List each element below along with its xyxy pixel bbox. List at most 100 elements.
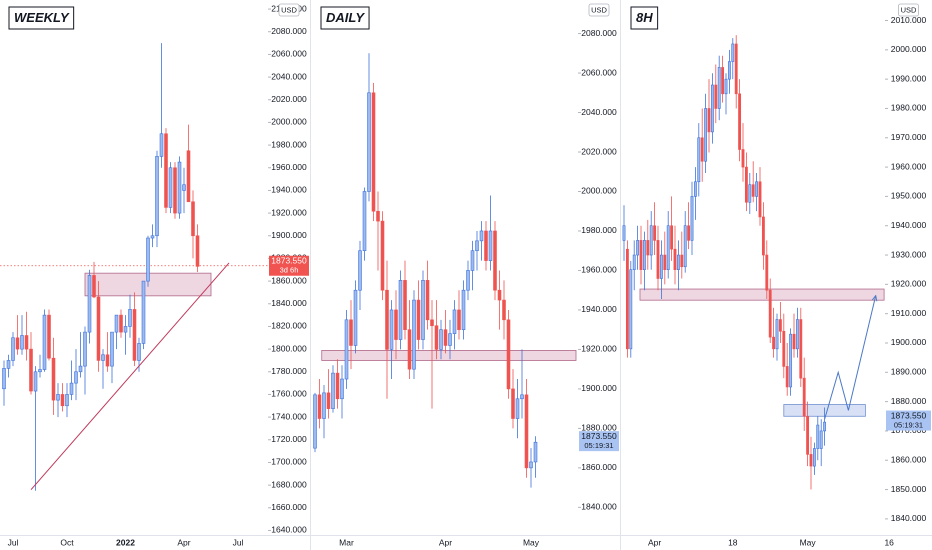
candle-body [683, 225, 687, 268]
candle-body [92, 275, 96, 298]
candle-body [56, 394, 60, 401]
candle-body [714, 84, 718, 109]
plot [313, 53, 577, 488]
last-price-badge [886, 410, 931, 431]
candle-body [461, 289, 466, 330]
y-tick-label: 1880.000 [581, 423, 617, 433]
candle-body [74, 371, 78, 384]
candle-body [717, 67, 721, 109]
candle-body [475, 240, 479, 252]
candle-body [700, 137, 704, 162]
candle-body [132, 309, 137, 361]
candle-body [78, 365, 83, 373]
candle-body [785, 366, 789, 388]
candle-body [819, 430, 823, 449]
y-tick-label: 1900.000 [891, 337, 927, 347]
y-tick-label: 1860.000 [891, 454, 927, 464]
candle-body [636, 240, 640, 256]
y-tick-label: 1840.000 [581, 502, 617, 512]
candle-body [529, 461, 533, 469]
candle-body [799, 319, 803, 379]
candle-body [128, 309, 132, 327]
plot [0, 43, 268, 491]
candle-body [457, 309, 461, 330]
candle-body [734, 43, 738, 95]
y-tick-label: 1940.000 [891, 220, 927, 230]
y-tick-label: 1940.000 [581, 304, 617, 314]
candle-body [690, 196, 694, 241]
countdown-label: 3d 6h [280, 266, 299, 275]
last-price-label: 1873.550 [891, 410, 927, 420]
candle-body [670, 225, 674, 250]
candle-body [649, 225, 653, 256]
x-tick-label: May [523, 537, 540, 547]
candle-body [653, 225, 657, 241]
candle-body [731, 43, 735, 62]
last-price-label: 1873.550 [581, 431, 617, 441]
y-tick-label: 1890.000 [891, 367, 927, 377]
candle-body [38, 369, 42, 373]
title-badge [630, 6, 659, 30]
y-tick-label: 2000.000 [271, 117, 307, 127]
candle-body [758, 181, 762, 218]
candle-body [326, 392, 331, 409]
candle-body [47, 314, 51, 359]
x-tick-label: Oct [60, 537, 74, 547]
candle-body [659, 254, 663, 279]
candle-body [802, 377, 806, 417]
candle-body [656, 240, 660, 279]
candle-body [42, 314, 47, 370]
candle-body [479, 230, 484, 242]
currency-badge [588, 3, 610, 17]
candle-body [448, 333, 452, 346]
y-tick-label: 1880.000 [891, 396, 927, 406]
candle-body [376, 210, 380, 222]
plot [622, 35, 885, 490]
candle-body [29, 348, 33, 392]
y-tick-label: 1950.000 [891, 191, 927, 201]
candle-body [806, 415, 810, 455]
last-price-label: 1873.550 [271, 255, 307, 265]
candle-body [497, 289, 502, 301]
candle-body [380, 220, 385, 291]
candle-body [110, 331, 114, 367]
candle-body [335, 372, 340, 400]
candle-body [816, 424, 820, 449]
candle-body [704, 108, 708, 162]
x-tick-label: 16 [884, 537, 894, 547]
y-tick-label: 2040.000 [581, 107, 617, 117]
candle-body [322, 392, 326, 419]
candle-body [748, 184, 752, 203]
y-tick-label: 2040.000 [271, 71, 307, 81]
candle-body [123, 326, 128, 333]
candle-body [778, 319, 782, 332]
countdown-label: 05:19:31 [894, 421, 923, 430]
zone [321, 350, 577, 361]
candle-body [398, 280, 403, 340]
candle-body [452, 309, 457, 334]
y-tick-label: 1780.000 [271, 366, 307, 376]
candle-body [358, 250, 362, 291]
candle-body [765, 254, 769, 291]
candle-body [146, 237, 150, 282]
candle-body [114, 314, 119, 333]
candle-body [809, 454, 813, 467]
y-tick-label: 1910.000 [891, 308, 927, 318]
y-tick-label: 2020.000 [581, 146, 617, 156]
candle-body [812, 448, 816, 467]
candle-body [2, 368, 6, 390]
y-tick-label: 1820.000 [271, 321, 307, 331]
candle-body [69, 382, 74, 395]
candle-body [775, 319, 779, 350]
candle-body [340, 378, 344, 400]
candle-body [792, 333, 796, 350]
candle-body [430, 319, 434, 327]
candle-body [470, 250, 475, 271]
candle-body [349, 319, 353, 346]
candle-body [353, 289, 358, 346]
candle-body [150, 235, 155, 239]
candle-body [33, 371, 38, 392]
candle-body [177, 161, 182, 214]
candle-body [141, 280, 146, 344]
y-tick-label: 1760.000 [271, 389, 307, 399]
